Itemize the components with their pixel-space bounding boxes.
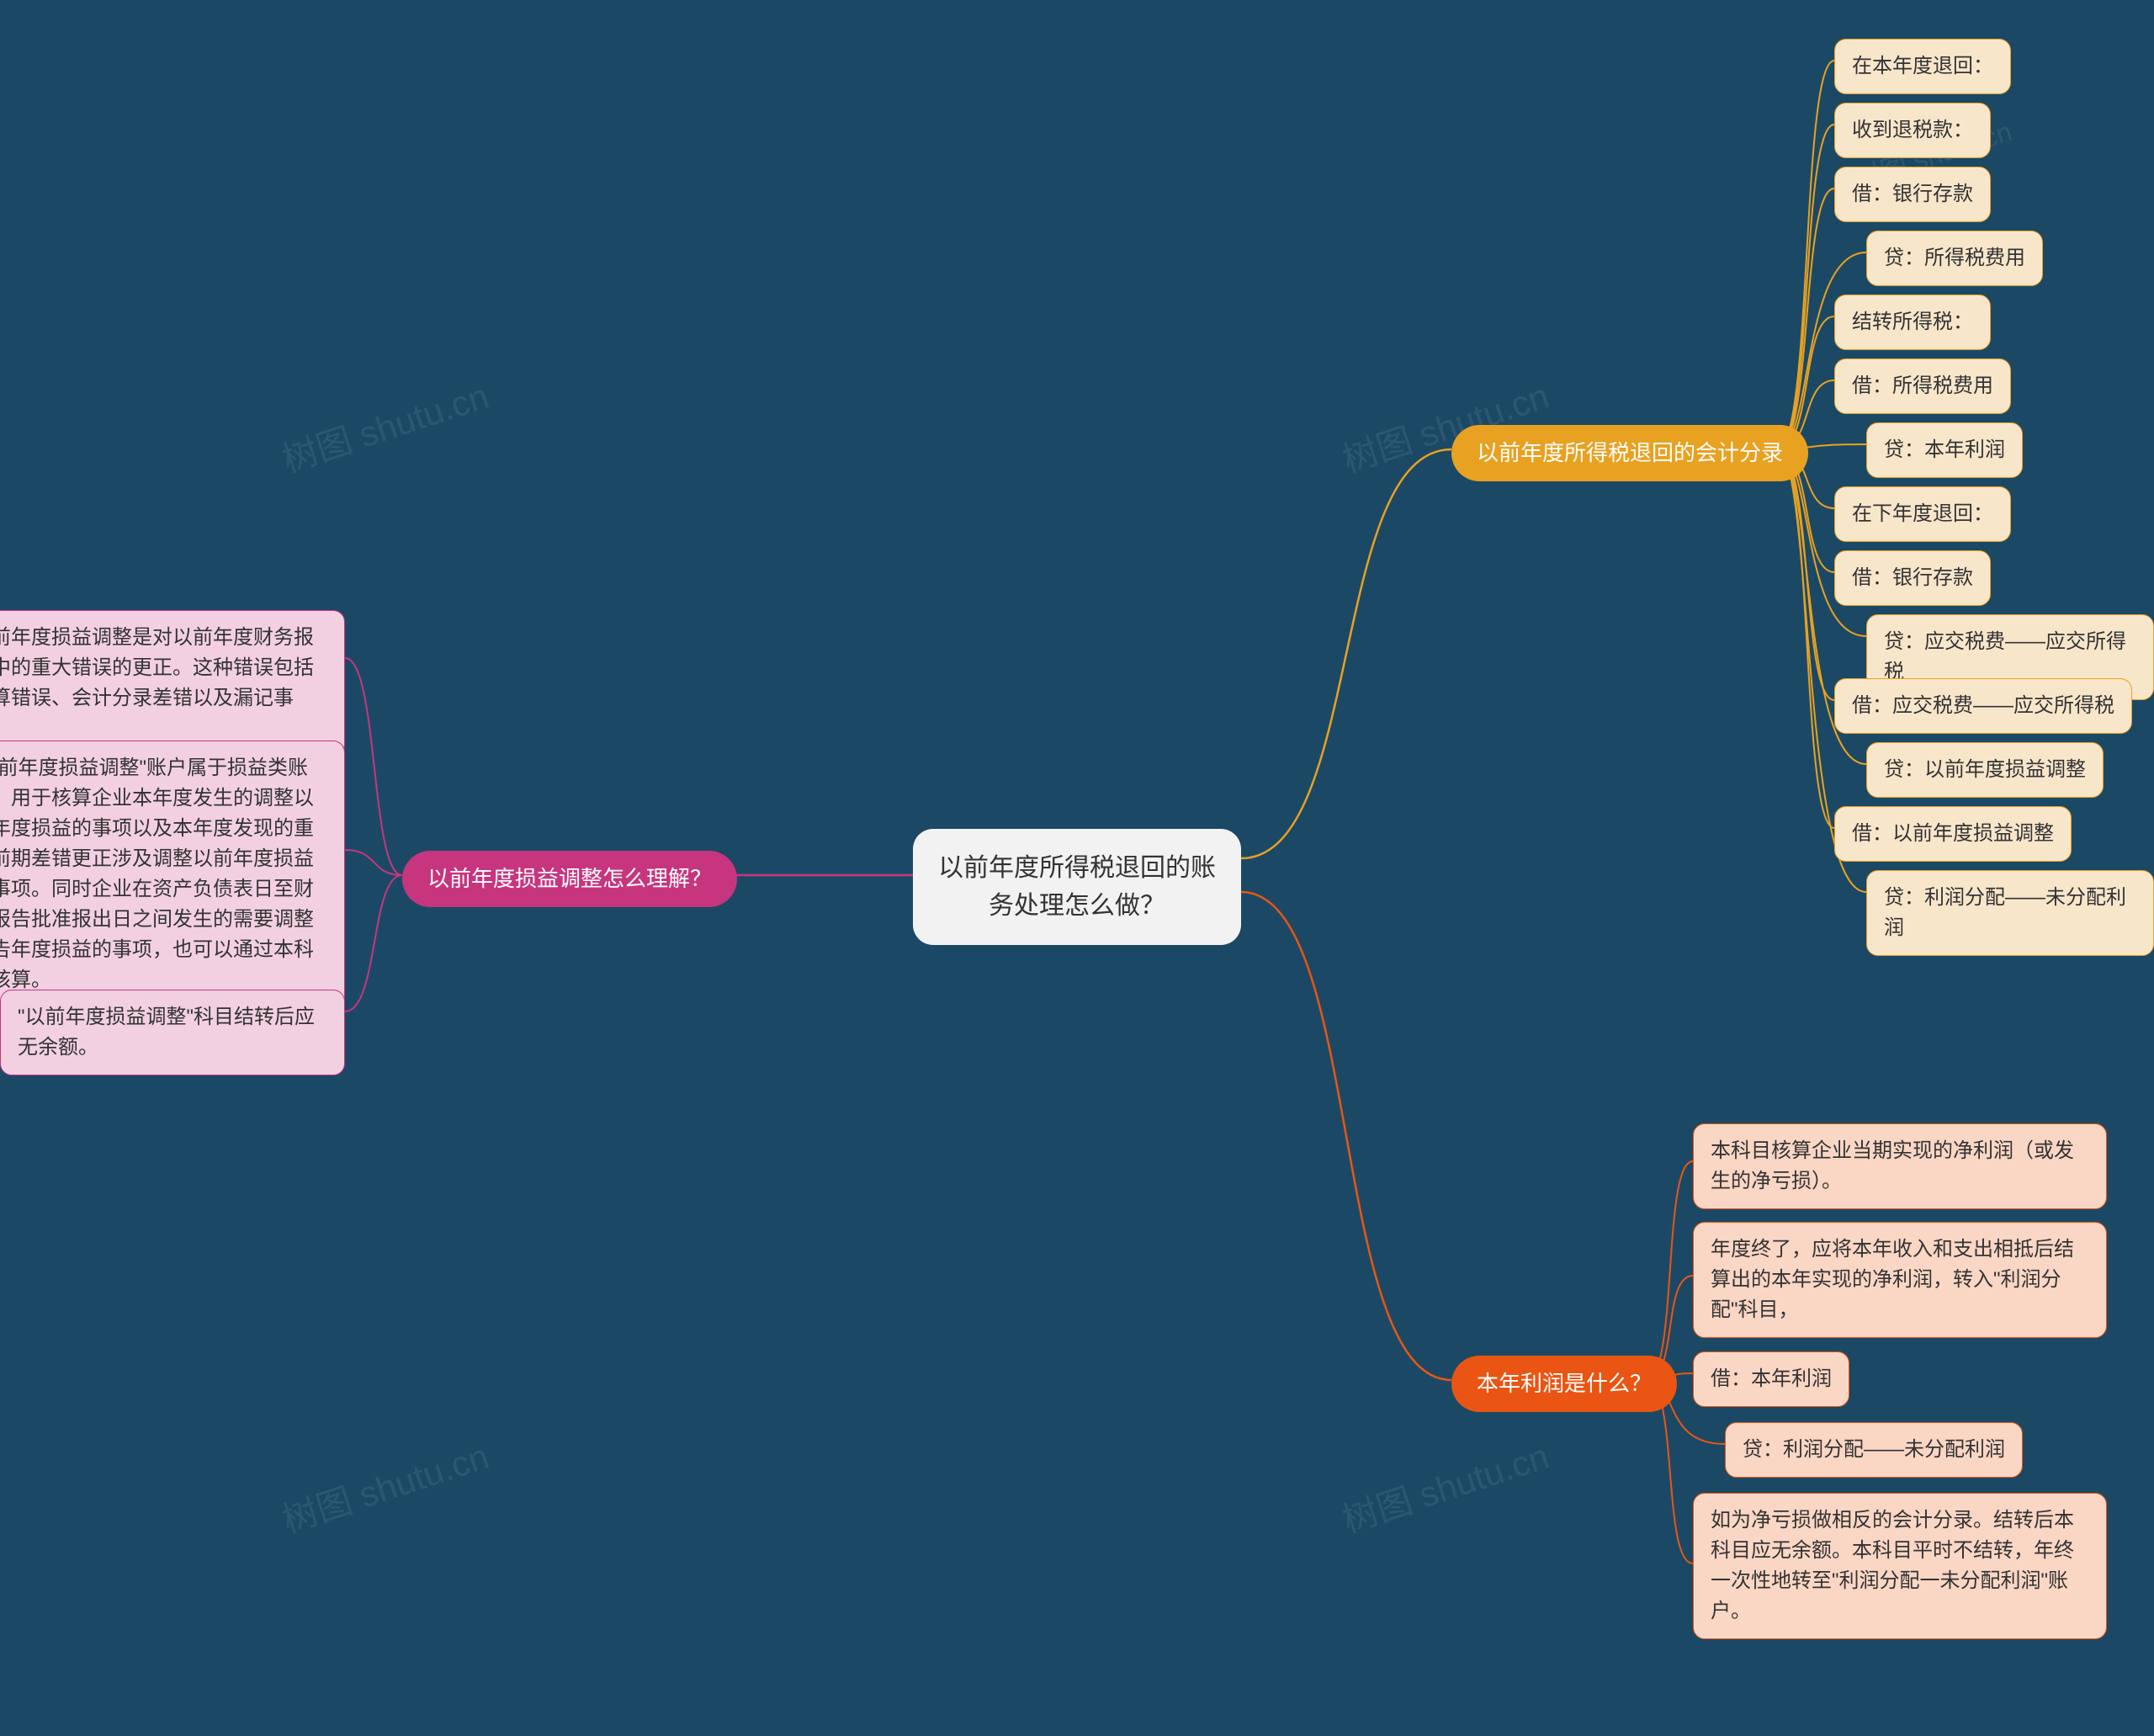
root-text: 以前年度所得税退回的账务处理怎么做？ [938,854,1216,920]
leaf-text: 在下年度退回： [1852,502,1993,525]
watermark: 树图 shutu.cn [275,368,495,483]
leaf-text: 贷：利润分配——未分配利润 [1884,886,2126,939]
leaf-text: 借：所得税费用 [1852,374,1993,397]
watermark: 树图 shutu.cn [1335,1428,1555,1543]
leaf-b3-1[interactable]: "以前年度损益调整"账户属于损益类账户，用于核算企业本年度发生的调整以前年度损益… [0,741,345,1008]
leaf-b1-7[interactable]: 在下年度退回： [1834,486,2011,542]
leaf-text: 以前年度损益调整是对以前年度财务报表中的重大错误的更正。这种错误包括计算错误、会… [0,626,314,740]
leaf-text: 在本年度退回： [1852,55,1993,77]
leaf-b2-1[interactable]: 年度终了，应将本年收入和支出相抵后结算出的本年实现的净利润，转入"利润分配"科目… [1693,1222,2107,1338]
leaf-text: 如为净亏损做相反的会计分录。结转后本科目应无余额。本科目平时不结转，年终一次性地… [1711,1509,2074,1622]
leaf-b1-2[interactable]: 借：银行存款 [1834,167,1991,222]
leaf-text: 贷：利润分配——未分配利润 [1743,1438,2005,1461]
leaf-text: 年度终了，应将本年收入和支出相抵后结算出的本年实现的净利润，转入"利润分配"科目… [1711,1238,2074,1321]
leaf-b1-3[interactable]: 贷：所得税费用 [1866,231,2043,286]
leaf-text: 借：以前年度损益调整 [1852,822,2054,845]
leaf-b3-2[interactable]: "以前年度损益调整"科目结转后应无余额。 [0,990,345,1075]
leaf-text: 结转所得税： [1852,311,1973,333]
leaf-b2-2[interactable]: 借：本年利润 [1693,1351,1849,1407]
leaf-b1-10[interactable]: 借：应交税费——应交所得税 [1834,678,2132,734]
leaf-text: 借：银行存款 [1852,183,1973,205]
leaf-b3-0[interactable]: 以前年度损益调整是对以前年度财务报表中的重大错误的更正。这种错误包括计算错误、会… [0,610,345,757]
leaf-b1-1[interactable]: 收到退税款： [1834,103,1991,158]
leaf-b1-13[interactable]: 贷：利润分配——未分配利润 [1866,870,2154,956]
branch-prior-year-adjust[interactable]: 以前年度损益调整怎么理解？ [402,851,737,907]
branch-current-year-profit[interactable]: 本年利润是什么？ [1451,1356,1677,1412]
branch-label: 本年利润是什么？ [1477,1371,1652,1396]
leaf-b2-3[interactable]: 贷：利润分配——未分配利润 [1725,1422,2023,1478]
leaf-text: "以前年度损益调整"科目结转后应无余额。 [18,1006,315,1059]
leaf-text: 本科目核算企业当期实现的净利润（或发生的净亏损）。 [1711,1139,2074,1192]
branch-label: 以前年度所得税退回的会计分录 [1477,440,1783,465]
leaf-b1-8[interactable]: 借：银行存款 [1834,550,1991,606]
leaf-text: "以前年度损益调整"账户属于损益类账户，用于核算企业本年度发生的调整以前年度损益… [0,757,314,991]
root-node[interactable]: 以前年度所得税退回的账务处理怎么做？ [913,829,1241,945]
leaf-b1-6[interactable]: 贷：本年利润 [1866,422,2023,478]
leaf-text: 贷：应交税费——应交所得税 [1884,630,2126,683]
watermark: 树图 shutu.cn [275,1428,495,1543]
leaf-b1-11[interactable]: 贷：以前年度损益调整 [1866,742,2104,798]
leaf-b1-0[interactable]: 在本年度退回： [1834,39,2011,94]
leaf-b2-0[interactable]: 本科目核算企业当期实现的净利润（或发生的净亏损）。 [1693,1123,2107,1209]
leaf-text: 借：银行存款 [1852,566,1973,589]
leaf-text: 贷：本年利润 [1884,438,2005,461]
leaf-b1-12[interactable]: 借：以前年度损益调整 [1834,806,2072,862]
leaf-text: 贷：所得税费用 [1884,247,2025,269]
leaf-text: 借：本年利润 [1711,1367,1832,1390]
leaf-b1-4[interactable]: 结转所得税： [1834,295,1991,350]
leaf-text: 收到退税款： [1852,119,1973,141]
leaf-text: 借：应交税费——应交所得税 [1852,694,2114,717]
leaf-text: 贷：以前年度损益调整 [1884,758,2086,781]
branch-accounting-entries[interactable]: 以前年度所得税退回的会计分录 [1451,425,1808,481]
leaf-b2-4[interactable]: 如为净亏损做相反的会计分录。结转后本科目应无余额。本科目平时不结转，年终一次性地… [1693,1493,2107,1639]
leaf-b1-5[interactable]: 借：所得税费用 [1834,358,2011,414]
branch-label: 以前年度损益调整怎么理解？ [427,866,712,891]
